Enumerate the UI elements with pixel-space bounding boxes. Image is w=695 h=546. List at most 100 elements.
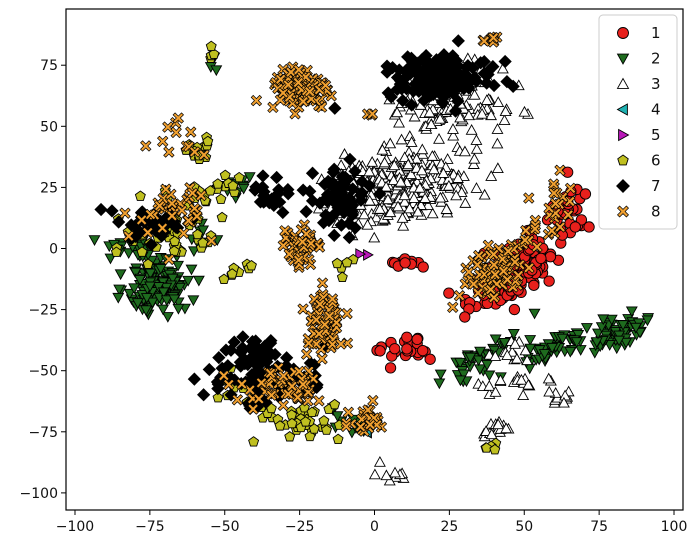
point-series-3: [426, 150, 439, 161]
point-series-3: [457, 170, 470, 181]
point-series-1: [411, 333, 423, 346]
point-series-3: [425, 118, 438, 130]
point-series-8: [485, 283, 497, 296]
point-series-6: [110, 246, 122, 257]
point-series-2: [140, 305, 153, 317]
point-series-7: [327, 228, 341, 242]
point-series-8: [223, 378, 235, 391]
point-series-3: [433, 133, 445, 144]
point-series-6: [341, 256, 353, 268]
point-series-3: [392, 200, 404, 212]
point-series-2: [122, 248, 135, 260]
point-series-8: [319, 318, 331, 331]
point-series-3: [492, 96, 505, 108]
point-series-2: [610, 343, 623, 355]
point-series-7: [322, 214, 336, 228]
point-series-3: [361, 218, 374, 230]
point-series-7: [272, 183, 286, 197]
point-series-8: [122, 230, 135, 242]
point-series-3: [543, 385, 556, 397]
point-series-3: [489, 386, 502, 397]
legend: 1 2 3 4 5 6 7 8: [598, 14, 678, 230]
point-series-6: [227, 180, 239, 191]
point-series-2: [331, 411, 344, 422]
point-series-3: [368, 231, 381, 243]
point-series-2: [157, 287, 170, 299]
point-series-7: [234, 345, 248, 360]
point-series-7: [326, 165, 340, 179]
point-series-8: [529, 223, 541, 235]
point-series-6: [212, 391, 224, 403]
point-series-6: [331, 257, 343, 269]
point-series-2: [187, 295, 200, 307]
point-series-6: [215, 193, 227, 204]
point-series-8: [160, 183, 172, 195]
series-5: [355, 248, 374, 261]
point-series-3: [427, 163, 440, 175]
point-series-8: [166, 197, 178, 210]
point-series-8: [523, 262, 535, 274]
point-series-3: [358, 208, 371, 220]
point-series-6: [308, 423, 320, 434]
point-series-7: [424, 88, 438, 103]
x-tick-label: 100: [661, 519, 688, 535]
point-series-8: [313, 395, 325, 407]
point-series-7: [445, 84, 459, 98]
point-series-7: [245, 367, 259, 382]
series-8: [119, 31, 577, 437]
point-series-2: [166, 273, 179, 285]
legend-label-8: 8: [651, 203, 661, 221]
point-series-3: [454, 111, 467, 123]
y-tick-label: 75: [40, 58, 58, 74]
point-series-8: [554, 164, 566, 176]
point-series-8: [265, 389, 278, 401]
point-series-2: [588, 347, 601, 359]
point-series-5: [355, 248, 367, 261]
point-series-2: [538, 349, 551, 360]
point-series-7: [202, 362, 216, 377]
point-series-3: [398, 195, 411, 207]
point-series-8: [453, 289, 466, 302]
point-series-8: [478, 35, 490, 47]
point-series-2: [113, 284, 126, 296]
point-series-8: [156, 222, 169, 234]
point-series-2: [481, 360, 494, 371]
point-series-8: [185, 126, 197, 138]
point-series-2: [192, 275, 205, 287]
point-series-8: [354, 421, 367, 433]
point-series-7: [270, 170, 284, 185]
point-series-8: [471, 259, 484, 271]
point-series-7: [212, 351, 226, 365]
point-series-7: [335, 218, 349, 232]
point-series-3: [501, 349, 514, 361]
point-series-7: [506, 79, 520, 93]
point-series-1: [443, 287, 455, 299]
point-series-3: [363, 165, 376, 177]
point-series-3: [407, 192, 420, 203]
legend-marker-8: [617, 205, 629, 218]
point-series-8: [564, 195, 576, 208]
point-series-2: [629, 322, 642, 334]
point-series-2: [570, 337, 583, 349]
point-series-3: [515, 373, 528, 385]
point-series-2: [454, 375, 467, 387]
point-series-8: [300, 348, 313, 360]
point-series-8: [170, 126, 182, 139]
point-series-7: [373, 187, 387, 201]
point-series-2: [187, 246, 200, 258]
point-series-2: [129, 267, 142, 279]
point-series-7: [187, 372, 201, 386]
point-series-8: [205, 235, 218, 247]
point-series-8: [296, 236, 309, 248]
point-series-3: [518, 105, 531, 117]
point-series-1: [528, 279, 540, 291]
point-series-3: [465, 124, 478, 135]
point-series-6: [168, 245, 180, 256]
point-series-1: [389, 343, 401, 355]
point-series-7: [461, 59, 475, 73]
point-series-3: [376, 143, 389, 155]
point-series-6: [204, 185, 216, 196]
legend-marker-2: [616, 53, 630, 65]
point-series-3: [494, 374, 507, 385]
point-series-6: [192, 228, 204, 240]
